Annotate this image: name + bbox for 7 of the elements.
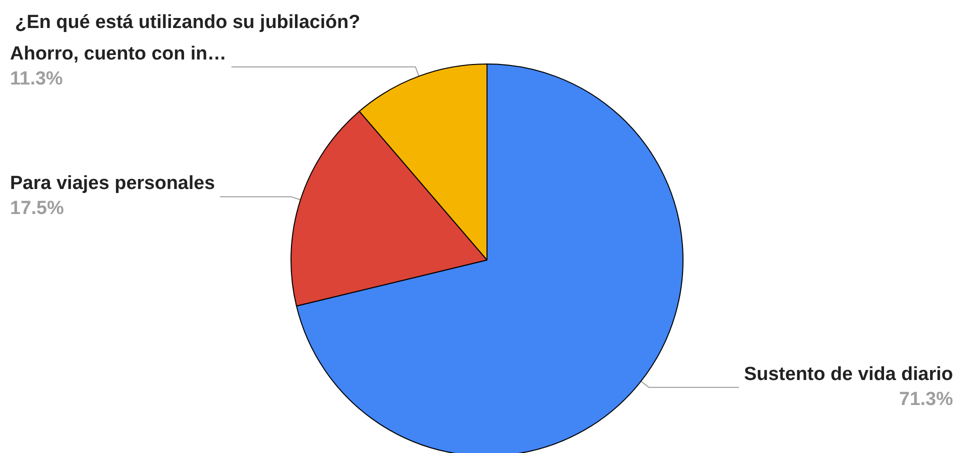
data-label: 17.5% xyxy=(10,198,64,220)
slice-label: Ahorro, cuento con in… xyxy=(10,43,226,64)
slice-label: Sustento de vida diario xyxy=(744,364,953,385)
chart-title: ¿En qué está utilizando su jubilación? xyxy=(15,12,360,33)
slice-label: Para viajes personales xyxy=(10,173,215,194)
data-label: 11.3% xyxy=(10,68,63,90)
data-label: 71.3% xyxy=(899,388,954,410)
